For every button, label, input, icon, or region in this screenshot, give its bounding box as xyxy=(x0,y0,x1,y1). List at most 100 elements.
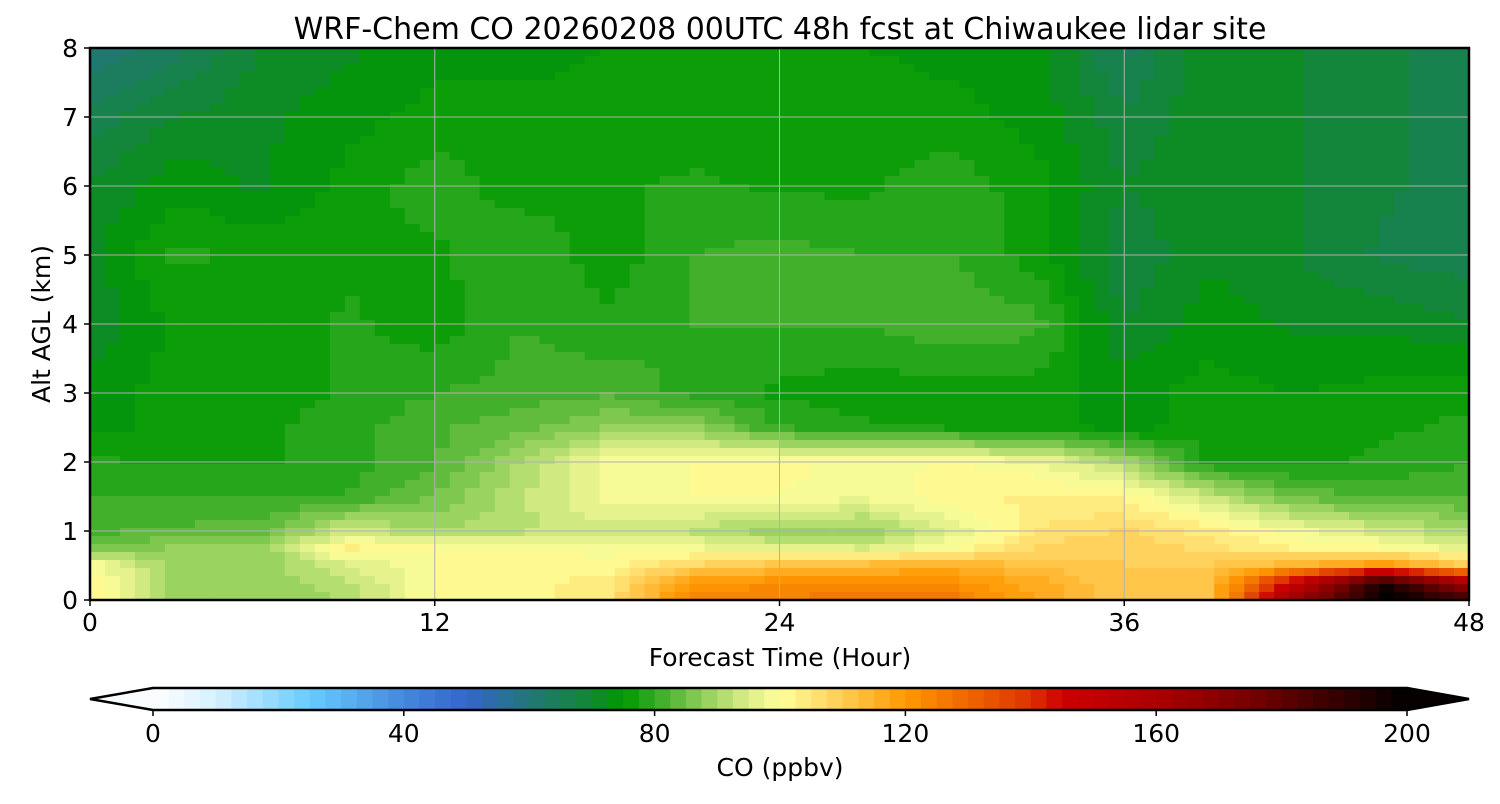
contour-cell xyxy=(209,288,226,297)
contour-cell xyxy=(1379,264,1395,273)
contour-cell xyxy=(1154,384,1170,393)
contour-cell xyxy=(269,112,286,121)
contour-cell xyxy=(1319,472,1335,481)
contour-cell xyxy=(704,416,721,425)
contour-cell xyxy=(884,456,901,465)
contour-cell xyxy=(554,352,571,361)
contour-cell xyxy=(209,376,226,385)
contour-cell xyxy=(779,296,796,305)
contour-cell xyxy=(119,344,136,353)
contour-cell xyxy=(1109,160,1125,169)
contour-cell xyxy=(929,152,945,161)
contour-cell xyxy=(914,440,930,449)
contour-cell xyxy=(629,304,646,313)
contour-cell xyxy=(929,48,945,57)
contour-cell xyxy=(299,248,316,257)
contour-cell xyxy=(674,80,691,89)
contour-cell xyxy=(1019,312,1035,321)
contour-cell xyxy=(1049,64,1065,73)
contour-cell xyxy=(869,120,886,129)
contour-cell xyxy=(179,192,196,201)
contour-cell xyxy=(494,56,511,65)
contour-cell xyxy=(434,336,451,345)
contour-cell xyxy=(494,480,511,489)
contour-cell xyxy=(1109,200,1125,209)
contour-cell xyxy=(194,264,211,273)
contour-cell xyxy=(989,280,1005,289)
contour-cell xyxy=(554,96,571,105)
contour-cell xyxy=(1274,304,1290,313)
contour-cell xyxy=(494,384,511,393)
contour-cell xyxy=(449,304,466,313)
contour-cell xyxy=(569,136,586,145)
contour-cell xyxy=(1064,248,1080,257)
contour-cell xyxy=(329,344,346,353)
contour-cell xyxy=(1274,208,1290,217)
contour-cell xyxy=(1004,344,1020,353)
contour-cell xyxy=(1319,392,1335,401)
contour-cell xyxy=(134,144,151,153)
contour-cell xyxy=(914,408,930,417)
contour-cell xyxy=(914,392,930,401)
contour-cell xyxy=(689,416,706,425)
contour-cell xyxy=(869,280,886,289)
contour-cell xyxy=(914,48,930,57)
contour-cell xyxy=(90,96,106,105)
contour-cell xyxy=(899,432,916,441)
contour-cell xyxy=(569,216,586,225)
contour-cell xyxy=(1064,272,1080,281)
contour-cell xyxy=(929,456,945,465)
contour-cell xyxy=(629,184,646,193)
contour-cell xyxy=(1394,440,1410,449)
contour-cell xyxy=(224,248,241,257)
contour-cell xyxy=(1409,304,1425,313)
contour-cell xyxy=(914,400,930,409)
contour-cell xyxy=(209,416,226,425)
contour-cell xyxy=(704,352,721,361)
contour-cell xyxy=(344,328,361,337)
contour-cell xyxy=(539,120,556,129)
contour-cell xyxy=(389,88,406,97)
contour-cell xyxy=(644,272,661,281)
contour-cell xyxy=(1004,440,1020,449)
contour-cell xyxy=(389,312,406,321)
contour-cell xyxy=(824,112,841,121)
contour-cell xyxy=(104,168,121,177)
contour-cell xyxy=(719,160,736,169)
contour-cell xyxy=(704,368,721,377)
contour-cell xyxy=(629,216,646,225)
contour-cell xyxy=(239,304,256,313)
contour-cell xyxy=(854,64,871,73)
contour-cell xyxy=(689,184,706,193)
contour-cell xyxy=(839,464,856,473)
contour-cell xyxy=(314,56,331,65)
contour-cell xyxy=(914,376,930,385)
contour-cell xyxy=(974,264,990,273)
contour-cell xyxy=(839,136,856,145)
contour-cell xyxy=(509,288,526,297)
contour-cell xyxy=(434,304,451,313)
contour-cell xyxy=(269,424,286,433)
contour-cell xyxy=(914,240,930,249)
contour-cell xyxy=(1109,224,1125,233)
contour-cell xyxy=(599,176,616,185)
contour-cell xyxy=(824,192,841,201)
contour-cell xyxy=(1334,336,1350,345)
contour-cell xyxy=(659,328,676,337)
contour-cell xyxy=(90,232,106,241)
contour-cell xyxy=(809,168,826,177)
contour-cell xyxy=(209,360,226,369)
contour-cell xyxy=(719,232,736,241)
contour-cell xyxy=(734,384,751,393)
contour-cell xyxy=(1244,152,1260,161)
contour-cell xyxy=(854,168,871,177)
contour-cell xyxy=(149,456,166,465)
contour-cell xyxy=(1439,424,1455,433)
contour-cell xyxy=(1154,240,1170,249)
contour-cell xyxy=(914,160,930,169)
contour-cell xyxy=(809,360,826,369)
contour-cell xyxy=(1379,312,1395,321)
contour-cell xyxy=(944,144,960,153)
contour-cell xyxy=(479,192,496,201)
contour-cell xyxy=(569,456,586,465)
